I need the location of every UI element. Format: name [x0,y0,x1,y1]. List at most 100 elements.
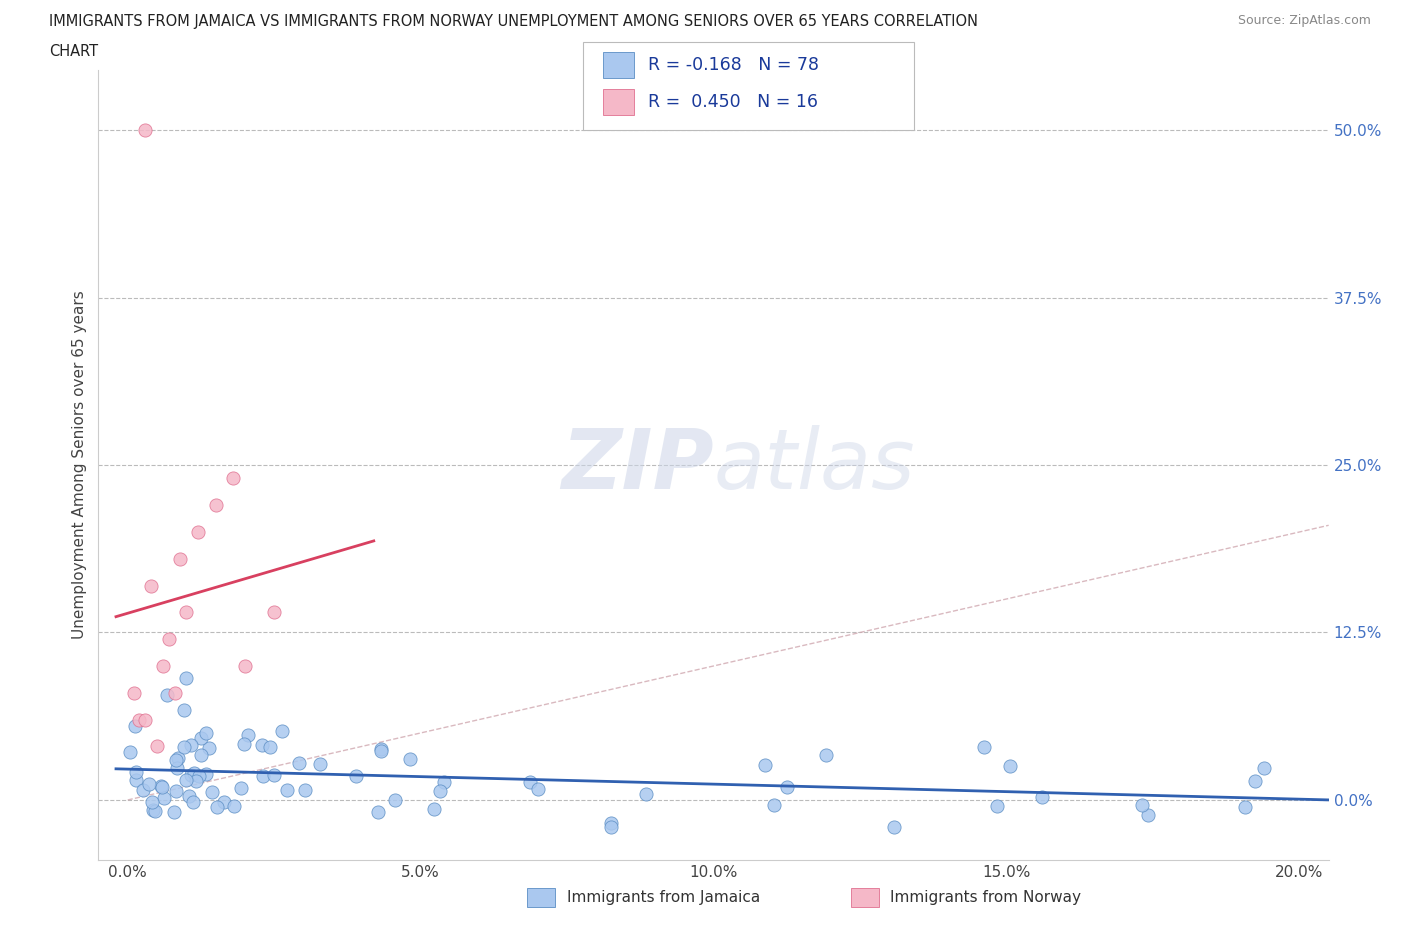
Point [150,780,173,795]
Point [194,766,217,781]
Point [1031,790,1053,804]
Point [194,725,217,740]
Point [344,769,367,784]
Text: Immigrants from Norway: Immigrants from Norway [890,890,1081,905]
Point [124,719,146,734]
Point [271,724,294,738]
Point [187,525,209,539]
Text: ZIP: ZIP [561,424,714,506]
Point [146,739,169,754]
Point [399,752,422,767]
Point [186,774,208,789]
Point [143,804,166,818]
Point [276,782,298,797]
Point [998,759,1021,774]
Point [120,745,142,760]
Point [166,753,188,768]
Point [229,781,252,796]
Text: Immigrants from Jamaica: Immigrants from Jamaica [567,890,759,905]
Text: Source: ZipAtlas.com: Source: ZipAtlas.com [1237,14,1371,27]
Point [233,737,256,751]
Point [600,819,623,834]
Point [986,798,1008,813]
Point [157,631,180,646]
Point [236,727,259,742]
Point [600,816,623,830]
Point [190,748,212,763]
Point [166,761,188,776]
Point [754,757,776,772]
Point [1137,808,1160,823]
Point [173,703,195,718]
Point [177,789,200,804]
Point [180,768,202,783]
Point [141,578,163,593]
Point [1244,773,1267,788]
Point [634,787,657,802]
Point [198,740,221,755]
Point [124,764,146,779]
Point [288,756,311,771]
Point [165,784,187,799]
Point [183,765,205,780]
Point [1233,799,1256,814]
Text: R = -0.168   N = 78: R = -0.168 N = 78 [648,56,820,74]
Point [423,802,446,817]
Point [142,804,165,818]
Y-axis label: Unemployment Among Seniors over 65 years: Unemployment Among Seniors over 65 years [72,291,87,640]
Point [174,671,197,685]
Point [370,741,392,756]
Point [776,779,799,794]
Point [167,751,190,766]
Point [222,471,245,485]
Text: R =  0.450   N = 16: R = 0.450 N = 16 [648,93,818,112]
Point [233,658,256,673]
Point [308,756,330,771]
Point [181,795,204,810]
Point [433,775,456,790]
Point [134,712,156,727]
Point [263,604,285,619]
Point [294,782,316,797]
Point [1253,761,1275,776]
Point [152,790,174,805]
Text: CHART: CHART [49,44,98,59]
Point [367,804,389,819]
Point [169,551,191,566]
Point [141,795,163,810]
Point [138,777,160,791]
Text: IMMIGRANTS FROM JAMAICA VS IMMIGRANTS FROM NORWAY UNEMPLOYMENT AMONG SENIORS OVE: IMMIGRANTS FROM JAMAICA VS IMMIGRANTS FR… [49,14,979,29]
Point [222,798,245,813]
Point [204,498,226,512]
Point [187,768,209,783]
Point [1130,797,1153,812]
Point [173,740,195,755]
Point [214,794,236,809]
Point [263,768,285,783]
Point [180,737,202,752]
Point [519,775,541,790]
Point [250,737,273,752]
Point [152,658,174,673]
Point [762,797,785,812]
Point [174,604,197,619]
Text: atlas: atlas [714,424,915,506]
Point [176,773,198,788]
Point [429,783,451,798]
Point [526,781,548,796]
Point [252,769,274,784]
Point [973,740,995,755]
Point [259,739,281,754]
Point [162,804,184,819]
Point [156,687,179,702]
Point [207,800,229,815]
Point [190,730,212,745]
Point [149,779,172,794]
Point [384,792,406,807]
Point [370,744,392,759]
Point [883,819,905,834]
Point [125,773,148,788]
Point [163,685,186,700]
Point [128,712,150,727]
Point [200,785,222,800]
